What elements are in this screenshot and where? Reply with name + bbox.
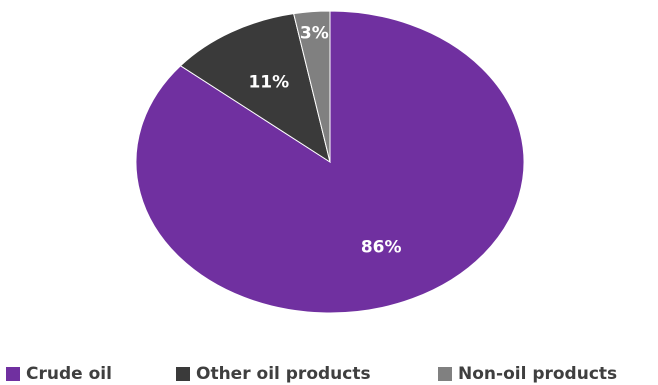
legend: Crude oil Other oil products Non-oil pro… — [0, 363, 658, 385]
pie-slice-non-oil-products — [293, 10, 331, 163]
legend-label-crude-oil: Crude oil — [26, 364, 112, 384]
pie-slices — [135, 10, 525, 314]
legend-item-crude-oil: Crude oil — [6, 363, 112, 385]
legend-label-non-oil-products: Non-oil products — [458, 364, 618, 384]
data-label-crude-oil: 86% — [361, 238, 402, 258]
legend-swatch-other-oil-products — [176, 367, 190, 381]
data-label-non-oil-products: 3% — [300, 24, 329, 44]
pie-slice-other-oil-products — [179, 13, 331, 164]
legend-item-non-oil-products: Non-oil products — [438, 363, 617, 385]
legend-item-other-oil-products: Other oil products — [176, 363, 371, 385]
legend-swatch-crude-oil — [6, 367, 20, 381]
data-label-other-oil-products: 11% — [248, 72, 289, 92]
pie-data-labels: 86% 11% 3% — [248, 24, 401, 258]
legend-swatch-non-oil-products — [438, 367, 452, 381]
legend-label-other-oil-products: Other oil products — [196, 364, 371, 384]
